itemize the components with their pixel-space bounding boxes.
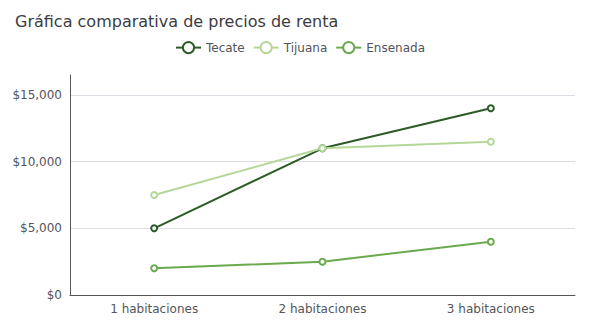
svg-text:Tijuana: Tijuana — [283, 41, 328, 55]
svg-text:$15,000: $15,000 — [12, 88, 62, 102]
svg-text:Tecate: Tecate — [205, 41, 245, 55]
svg-text:Ensenada: Ensenada — [366, 41, 425, 55]
svg-text:$0: $0 — [47, 288, 62, 302]
svg-text:1 habitaciones: 1 habitaciones — [110, 302, 198, 316]
svg-text:$5,000: $5,000 — [20, 221, 62, 235]
svg-text:$10,000: $10,000 — [12, 155, 62, 169]
svg-text:3 habitaciones: 3 habitaciones — [447, 302, 535, 316]
svg-text:Gráfica comparativa de precios: Gráfica comparativa de precios de renta — [15, 12, 338, 31]
svg-text:2 habitaciones: 2 habitaciones — [279, 302, 367, 316]
